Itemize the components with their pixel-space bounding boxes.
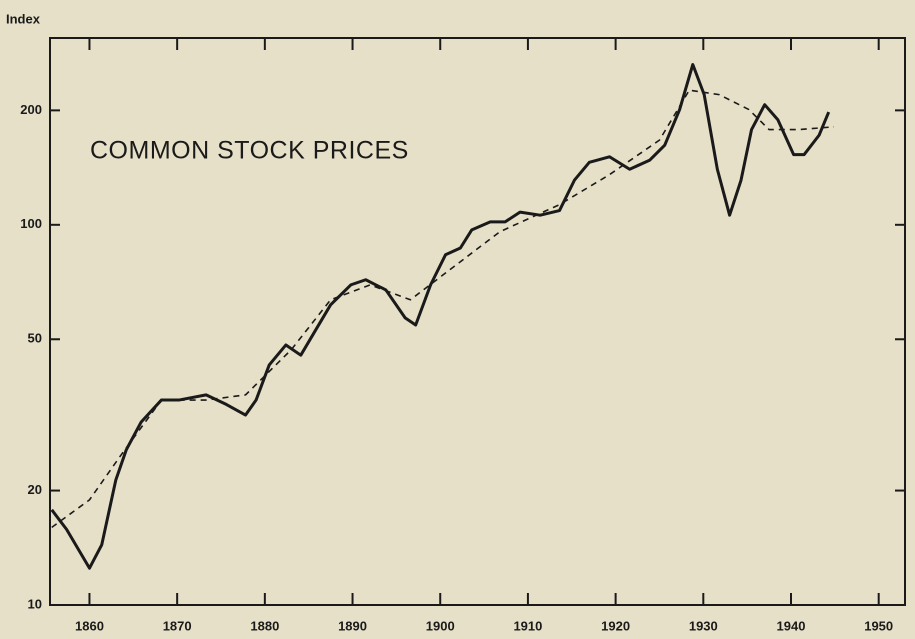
y-tick-label: 200 <box>20 102 42 117</box>
y-axis-label: Index <box>6 11 41 26</box>
x-tick-label: 1860 <box>75 618 104 633</box>
x-tick-label: 1900 <box>426 618 455 633</box>
chart-title: COMMON STOCK PRICES <box>90 137 409 165</box>
x-tick-label: 1910 <box>513 618 542 633</box>
x-tick-label: 1940 <box>777 618 806 633</box>
y-tick-label: 10 <box>28 596 42 611</box>
x-tick-label: 1890 <box>338 618 367 633</box>
y-tick-label: 50 <box>28 331 42 346</box>
x-tick-label: 1880 <box>250 618 279 633</box>
series-line <box>51 89 835 529</box>
x-tick-label: 1930 <box>689 618 718 633</box>
x-tick-label: 1870 <box>163 618 192 633</box>
plot-frame <box>49 37 906 606</box>
x-tick-label: 1920 <box>601 618 630 633</box>
y-tick-label: 20 <box>28 482 42 497</box>
y-tick-label: 100 <box>20 216 42 231</box>
series-line <box>50 63 831 570</box>
x-tick-label: 1950 <box>864 618 893 633</box>
